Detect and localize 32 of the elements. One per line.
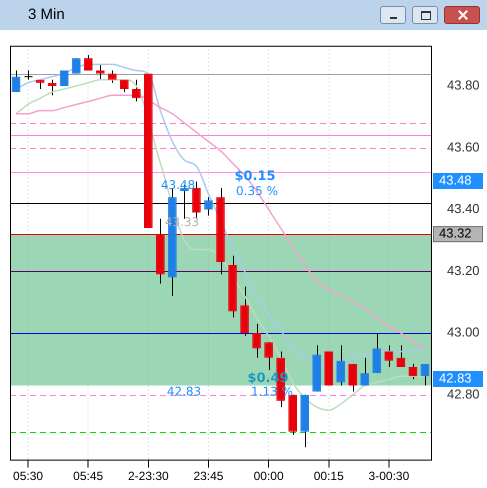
x-tick-label: 00:00 <box>254 469 284 484</box>
y-tick-label: 43.20 <box>447 262 480 278</box>
x-tick-label: 05:30 <box>13 469 44 484</box>
y-tick-label: 43.60 <box>447 139 480 154</box>
candlestick <box>24 70 33 80</box>
candlestick <box>348 363 358 392</box>
x-tick-label: 05:45 <box>73 469 104 484</box>
x-tick-label: 3-00:30 <box>368 469 410 484</box>
text: 43.48 <box>439 172 472 188</box>
annotation: 0.35 % <box>236 184 278 198</box>
candlestick <box>372 332 382 374</box>
candlestick <box>108 70 117 84</box>
candlestick <box>48 79 56 96</box>
ref-line-label: 43.32 <box>439 226 472 241</box>
y-tick-label: 43.00 <box>447 324 480 340</box>
annotation: 43.48 <box>160 178 196 192</box>
candlestick <box>60 70 68 86</box>
candlestick <box>252 323 261 358</box>
x-tick-label: 00:15 <box>314 469 344 484</box>
x-tick-label: 23:45 <box>193 469 224 484</box>
y-tick-label: 43.80 <box>447 78 480 93</box>
chart-title: 3 Min <box>28 6 65 23</box>
candlestick <box>396 344 406 368</box>
candlestick <box>96 64 105 80</box>
candlestick <box>336 344 346 386</box>
text: 42.83 <box>439 370 472 386</box>
x-tick-label: 2-23:30 <box>128 469 169 484</box>
annotation: $0.15 <box>234 169 276 184</box>
candlestick <box>264 342 273 371</box>
y-tick-label: 42.80 <box>447 386 480 402</box>
annotation: 42.83 <box>166 384 202 399</box>
y-tick-label: 43.40 <box>447 201 480 216</box>
